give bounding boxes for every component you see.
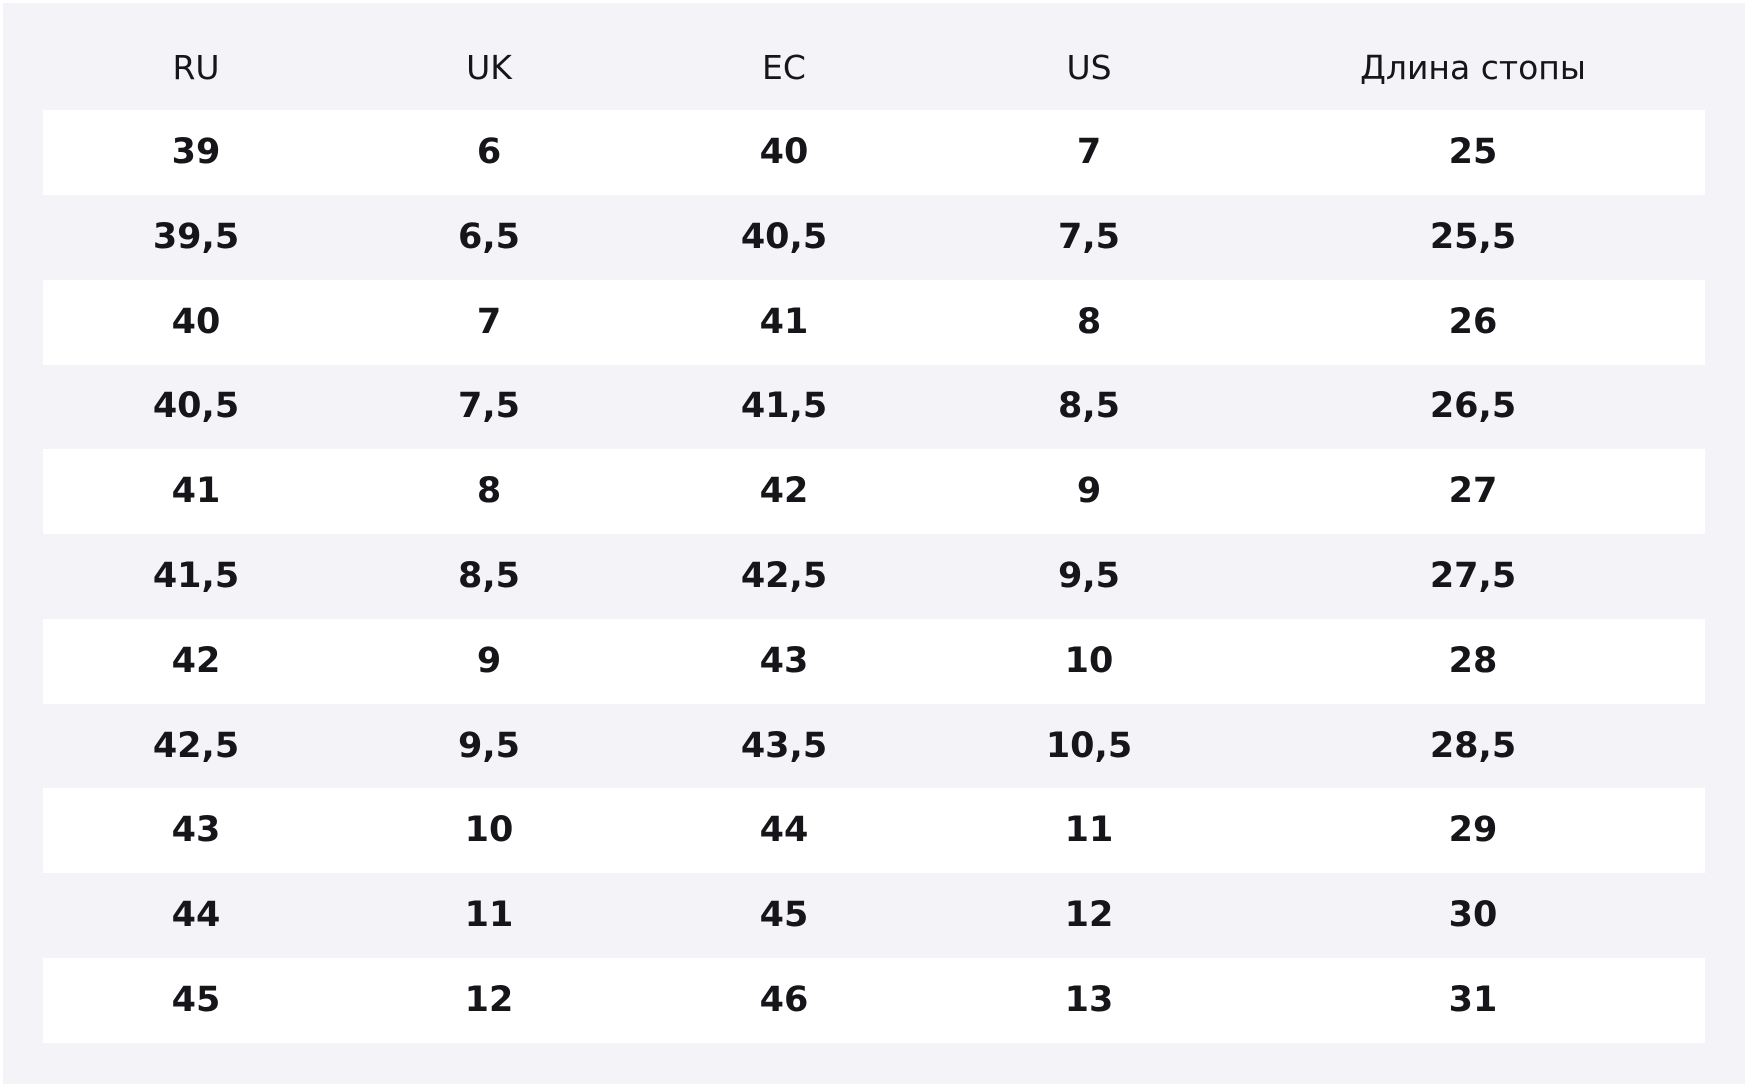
table-row: 41,5 8,5 42,5 9,5 27,5 [43, 534, 1705, 619]
table-cell: 11 [1064, 810, 1114, 851]
table-cell: 31 [1448, 980, 1498, 1020]
table-row: 40 7 41 8 26 [43, 279, 1705, 365]
table-cell: 45 [759, 895, 809, 936]
table-cell: 41 [759, 301, 809, 342]
table-cell: 39,5 [152, 216, 240, 257]
table-cell: 12 [1064, 895, 1114, 936]
table-cell: 25,5 [1429, 216, 1517, 257]
table-cell: 42,5 [740, 556, 828, 596]
table-row: 41 8 42 9 27 [43, 449, 1705, 535]
table-cell: 10 [1064, 640, 1114, 681]
table-cell: 41,5 [152, 556, 240, 596]
table-cell: 39 [171, 132, 221, 172]
table-cell: 8 [1076, 301, 1102, 342]
table-cell: 27,5 [1429, 556, 1517, 596]
table-cell: 28,5 [1429, 725, 1517, 766]
table-cell: 29 [1448, 810, 1498, 851]
table-row: 39,5 6,5 40,5 7,5 25,5 [43, 195, 1705, 280]
table-cell: 13 [1064, 980, 1114, 1020]
table-row: 44 11 45 12 30 [43, 873, 1705, 958]
table-cell: 42 [171, 640, 221, 681]
table-cell: 6 [476, 132, 502, 172]
table-cell: 8,5 [1057, 386, 1120, 427]
table-cell: Длина стопы [1360, 48, 1586, 87]
table-row: 45 12 46 13 31 [43, 958, 1705, 1043]
header-row: RU UK EC US Длина стопы [43, 25, 1705, 110]
table-cell: 45 [171, 980, 221, 1020]
table-cell: 9,5 [1057, 556, 1120, 596]
table-cell: 9,5 [457, 725, 520, 766]
table-cell: 40,5 [740, 216, 828, 257]
table-cell: 7,5 [457, 386, 520, 427]
table-cell: 40,5 [152, 386, 240, 427]
table-cell: 26 [1448, 301, 1498, 342]
table-cell: 41,5 [740, 386, 828, 427]
table-cell: 10,5 [1045, 725, 1133, 766]
table-cell: 12 [464, 980, 514, 1020]
table-cell: 42 [759, 471, 809, 512]
table-row: 39 6 40 7 25 [43, 110, 1705, 195]
table-cell: 11 [464, 895, 514, 936]
table-cell: 44 [171, 895, 221, 936]
table-cell: 30 [1448, 895, 1498, 936]
table-cell: UK [466, 48, 512, 87]
table-cell: 25 [1448, 132, 1498, 172]
table-row: 40,5 7,5 41,5 8,5 26,5 [43, 364, 1705, 449]
table-cell: 44 [759, 810, 809, 851]
table-cell: 43 [171, 810, 221, 851]
table-cell: 8 [476, 471, 502, 512]
table-cell: 9 [476, 640, 502, 681]
table-row: 42 9 43 10 28 [43, 618, 1705, 704]
table-cell: EC [762, 48, 806, 87]
table-cell: 10 [464, 810, 514, 851]
table-row: 43 10 44 11 29 [43, 788, 1705, 874]
table-cell: 28 [1448, 640, 1498, 681]
table-cell: 42,5 [152, 725, 240, 766]
table-cell: 7 [1076, 132, 1102, 172]
table-cell: 6,5 [457, 216, 520, 257]
table-cell: 40 [759, 132, 809, 172]
table-cell: US [1066, 48, 1112, 87]
table-cell: 7 [476, 301, 502, 342]
table-cell: 46 [759, 980, 809, 1020]
table-cell: 26,5 [1429, 386, 1517, 427]
table-cell: 43 [759, 640, 809, 681]
table-cell: 8,5 [457, 556, 520, 596]
size-table: RU UK EC US Длина стопы 39 6 40 7 25 39,5 6,5 40,5 7,… [3, 3, 1745, 1084]
table-row: 42,5 9,5 43,5 10,5 28,5 [43, 704, 1705, 789]
table-cell: 27 [1448, 471, 1498, 512]
table-cell: 7,5 [1057, 216, 1120, 257]
table-cell: 43,5 [740, 725, 828, 766]
table-cell: RU [172, 48, 220, 87]
table-cell: 9 [1076, 471, 1102, 512]
table-cell: 41 [171, 471, 221, 512]
table-cell: 40 [171, 301, 221, 342]
